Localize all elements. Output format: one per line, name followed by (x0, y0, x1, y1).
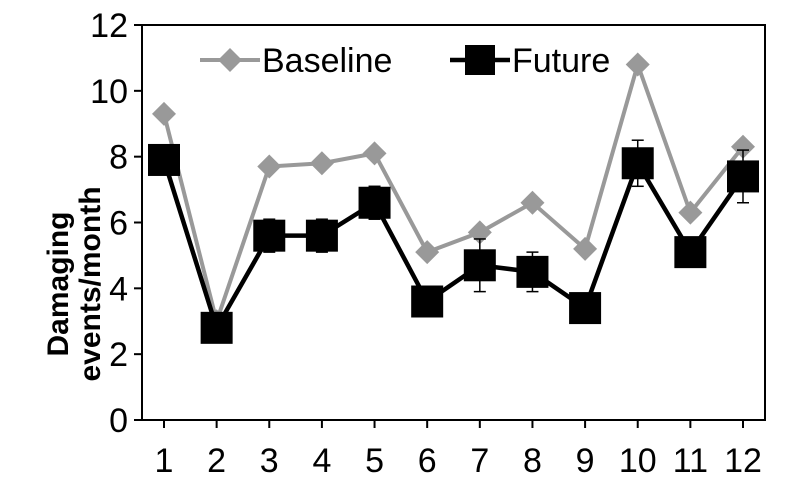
data-point-square (516, 255, 549, 288)
y-tick-label: 8 (109, 139, 128, 177)
y-tick-label: 0 (109, 402, 128, 440)
legend-item-baseline: Baseline (200, 42, 392, 80)
y-axis-label: Damaging events/month (42, 186, 107, 381)
series-baseline (152, 52, 755, 334)
y-tick-label: 6 (109, 205, 128, 243)
x-tick-label: 1 (155, 442, 174, 480)
x-axis: 1 2 3 4 5 6 7 8 9 10 11 12 (155, 420, 762, 480)
data-point-square (463, 249, 496, 282)
x-tick-label: 9 (576, 442, 595, 480)
data-point-diamond (625, 52, 650, 77)
x-tick-label: 10 (619, 442, 657, 480)
data-point-diamond (573, 236, 598, 261)
x-tick-label: 3 (260, 442, 279, 480)
data-point-square (621, 147, 654, 180)
series-future (148, 139, 759, 344)
x-tick-label: 2 (207, 442, 226, 480)
data-point-diamond (257, 154, 282, 179)
x-tick-label: 4 (312, 442, 331, 480)
data-point-diamond (309, 151, 334, 176)
data-point-square (727, 160, 759, 193)
data-point-diamond (731, 134, 755, 159)
x-tick-label: 5 (365, 442, 384, 480)
y-tick-label: 4 (109, 270, 128, 308)
y-tick-label: 2 (109, 336, 128, 374)
data-point-square (253, 219, 286, 252)
data-point-diamond (520, 190, 545, 215)
series-layer (148, 52, 759, 344)
y-axis-label-line1: Damaging (42, 211, 75, 356)
data-point-square (674, 236, 707, 269)
legend-label: Baseline (262, 42, 392, 80)
legend-item-future: Future (450, 42, 610, 80)
data-point-diamond (678, 200, 703, 225)
x-tick-label: 11 (673, 442, 708, 480)
y-axis: 0 2 4 6 8 10 12 (90, 7, 142, 440)
x-tick-label: 6 (418, 442, 437, 480)
data-point-square (148, 143, 180, 176)
x-tick-label: 7 (470, 442, 489, 480)
legend-marker-diamond (218, 48, 242, 72)
data-point-square (305, 219, 338, 252)
legend: Baseline Future (200, 42, 610, 80)
series-line (162, 57, 745, 329)
y-tick-label: 10 (90, 73, 128, 111)
legend-marker-square (465, 45, 495, 75)
x-tick-label: 8 (523, 442, 542, 480)
data-point-diamond (152, 101, 176, 126)
data-point-square (358, 186, 391, 219)
data-point-square (411, 285, 444, 318)
data-point-diamond (362, 141, 387, 166)
data-point-square (569, 292, 602, 325)
data-point-diamond (415, 240, 440, 265)
legend-label: Future (512, 42, 610, 80)
x-tick-label: 12 (724, 442, 762, 480)
y-tick-label: 12 (90, 7, 128, 45)
data-point-square (200, 311, 233, 344)
y-axis-label-line2: events/month (74, 186, 107, 381)
